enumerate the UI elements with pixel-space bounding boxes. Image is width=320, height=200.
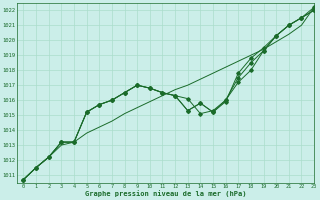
X-axis label: Graphe pression niveau de la mer (hPa): Graphe pression niveau de la mer (hPa) xyxy=(85,190,246,197)
